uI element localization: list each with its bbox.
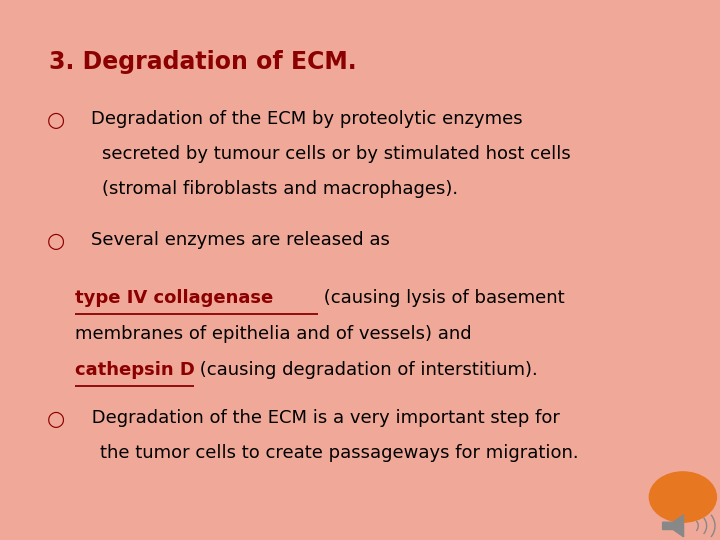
- Text: (causing degradation of interstitium).: (causing degradation of interstitium).: [194, 361, 538, 379]
- Text: Degradation of the ECM by proteolytic enzymes: Degradation of the ECM by proteolytic en…: [91, 111, 523, 129]
- Text: ○: ○: [48, 409, 66, 429]
- Text: cathepsin D: cathepsin D: [76, 361, 195, 379]
- Text: (stromal fibroblasts and macrophages).: (stromal fibroblasts and macrophages).: [102, 180, 458, 198]
- Text: ○: ○: [48, 111, 66, 131]
- Polygon shape: [662, 515, 683, 537]
- Text: Several enzymes are released as: Several enzymes are released as: [91, 231, 390, 249]
- Text: Degradation of the ECM is a very important step for: Degradation of the ECM is a very importa…: [86, 409, 559, 427]
- Text: ○: ○: [48, 231, 66, 251]
- Text: secreted by tumour cells or by stimulated host cells: secreted by tumour cells or by stimulate…: [102, 145, 570, 163]
- Text: type IV collagenase: type IV collagenase: [76, 288, 274, 307]
- Text: the tumor cells to create passageways for migration.: the tumor cells to create passageways fo…: [99, 444, 578, 462]
- Text: membranes of epithelia and of vessels) and: membranes of epithelia and of vessels) a…: [76, 325, 472, 343]
- Text: 3. Degradation of ECM.: 3. Degradation of ECM.: [50, 50, 357, 74]
- Circle shape: [649, 472, 716, 522]
- Text: (causing lysis of basement: (causing lysis of basement: [318, 288, 565, 307]
